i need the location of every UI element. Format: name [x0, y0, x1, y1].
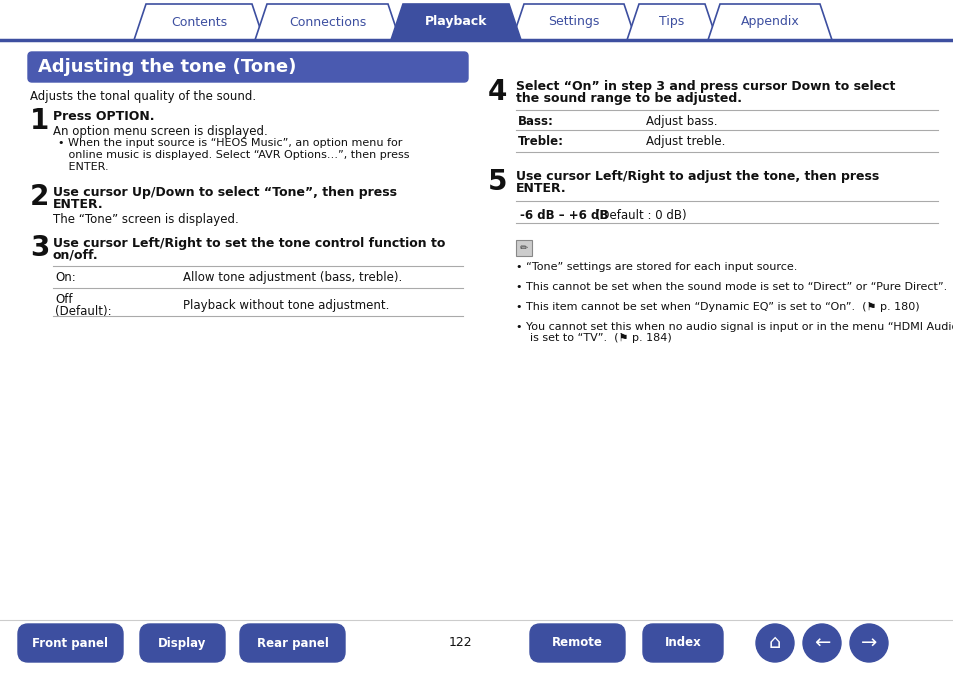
Text: 122: 122: [448, 637, 472, 649]
Text: On:: On:: [55, 271, 75, 284]
FancyBboxPatch shape: [140, 624, 225, 662]
Text: Index: Index: [664, 637, 700, 649]
Text: • This item cannot be set when “Dynamic EQ” is set to “On”.  (⚑ p. 180): • This item cannot be set when “Dynamic …: [516, 302, 919, 312]
Text: Display: Display: [158, 637, 207, 649]
Text: Settings: Settings: [548, 15, 599, 28]
Text: ←: ←: [813, 633, 829, 653]
Text: Press OPTION.: Press OPTION.: [53, 110, 154, 123]
Polygon shape: [254, 4, 399, 40]
Text: Contents: Contents: [171, 15, 227, 28]
Text: ENTER.: ENTER.: [516, 182, 566, 195]
Text: →: →: [860, 633, 876, 653]
Text: Front panel: Front panel: [32, 637, 109, 649]
Text: Playback without tone adjustment.: Playback without tone adjustment.: [183, 299, 389, 312]
Text: The “Tone” screen is displayed.: The “Tone” screen is displayed.: [53, 213, 238, 226]
Text: • You cannot set this when no audio signal is input or in the menu “HDMI Audio O: • You cannot set this when no audio sign…: [516, 322, 953, 332]
Text: 4: 4: [488, 78, 507, 106]
Text: (Default : 0 dB): (Default : 0 dB): [592, 209, 686, 222]
FancyBboxPatch shape: [240, 624, 345, 662]
Text: Adjust bass.: Adjust bass.: [645, 115, 717, 128]
Text: Bass:: Bass:: [517, 115, 554, 128]
Text: ⌂: ⌂: [768, 633, 781, 653]
Text: Tips: Tips: [659, 15, 684, 28]
Polygon shape: [133, 4, 264, 40]
Text: on/off.: on/off.: [53, 249, 98, 262]
Circle shape: [802, 624, 841, 662]
Text: Use cursor Left/Right to adjust the tone, then press: Use cursor Left/Right to adjust the tone…: [516, 170, 879, 183]
FancyBboxPatch shape: [28, 52, 468, 82]
Text: -6 dB – +6 dB: -6 dB – +6 dB: [519, 209, 608, 222]
Text: Use cursor Left/Right to set the tone control function to: Use cursor Left/Right to set the tone co…: [53, 237, 445, 250]
Text: • When the input source is “HEOS Music”, an option menu for: • When the input source is “HEOS Music”,…: [58, 138, 402, 148]
Text: Adjusts the tonal quality of the sound.: Adjusts the tonal quality of the sound.: [30, 90, 255, 103]
Polygon shape: [626, 4, 717, 40]
Circle shape: [755, 624, 793, 662]
FancyBboxPatch shape: [530, 624, 624, 662]
Text: Adjust treble.: Adjust treble.: [645, 135, 724, 148]
Text: online music is displayed. Select “AVR Options…”, then press: online music is displayed. Select “AVR O…: [58, 150, 409, 160]
Text: Treble:: Treble:: [517, 135, 563, 148]
Text: Adjusting the tone (Tone): Adjusting the tone (Tone): [38, 58, 296, 76]
Polygon shape: [391, 4, 520, 40]
Text: Use cursor Up/Down to select “Tone”, then press: Use cursor Up/Down to select “Tone”, the…: [53, 186, 396, 199]
Circle shape: [849, 624, 887, 662]
Text: An option menu screen is displayed.: An option menu screen is displayed.: [53, 125, 268, 138]
Text: Connections: Connections: [289, 15, 366, 28]
Text: ENTER.: ENTER.: [53, 198, 104, 211]
Text: 3: 3: [30, 234, 50, 262]
Text: 5: 5: [488, 168, 507, 196]
Text: (Default):: (Default):: [55, 305, 112, 318]
Text: ✏: ✏: [519, 243, 528, 253]
Text: the sound range to be adjusted.: the sound range to be adjusted.: [516, 92, 741, 105]
Text: ENTER.: ENTER.: [58, 162, 109, 172]
FancyBboxPatch shape: [18, 624, 123, 662]
Polygon shape: [707, 4, 831, 40]
Bar: [516, 240, 532, 256]
Text: • This cannot be set when the sound mode is set to “Direct” or “Pure Direct”.: • This cannot be set when the sound mode…: [516, 282, 946, 292]
Text: Allow tone adjustment (bass, treble).: Allow tone adjustment (bass, treble).: [183, 271, 402, 284]
Text: Appendix: Appendix: [740, 15, 799, 28]
Polygon shape: [512, 4, 636, 40]
Text: Remote: Remote: [552, 637, 602, 649]
Text: 2: 2: [30, 183, 50, 211]
Text: Playback: Playback: [424, 15, 487, 28]
Text: Rear panel: Rear panel: [256, 637, 328, 649]
Text: is set to “TV”.  (⚑ p. 184): is set to “TV”. (⚑ p. 184): [516, 333, 671, 343]
Text: 1: 1: [30, 107, 50, 135]
Text: Select “On” in step 3 and press cursor Down to select: Select “On” in step 3 and press cursor D…: [516, 80, 895, 93]
Text: Off: Off: [55, 293, 72, 306]
FancyBboxPatch shape: [642, 624, 722, 662]
Text: • “Tone” settings are stored for each input source.: • “Tone” settings are stored for each in…: [516, 262, 797, 272]
